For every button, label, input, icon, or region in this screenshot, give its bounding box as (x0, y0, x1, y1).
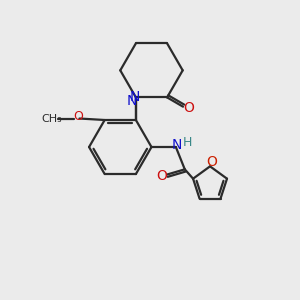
Text: H: H (182, 136, 192, 149)
Text: N: N (126, 94, 136, 108)
Text: N: N (130, 90, 140, 104)
Text: O: O (73, 110, 83, 123)
Text: N: N (172, 138, 182, 152)
Text: CH₃: CH₃ (42, 113, 62, 124)
Text: O: O (206, 155, 217, 169)
Text: O: O (183, 101, 194, 115)
Text: O: O (156, 169, 167, 183)
